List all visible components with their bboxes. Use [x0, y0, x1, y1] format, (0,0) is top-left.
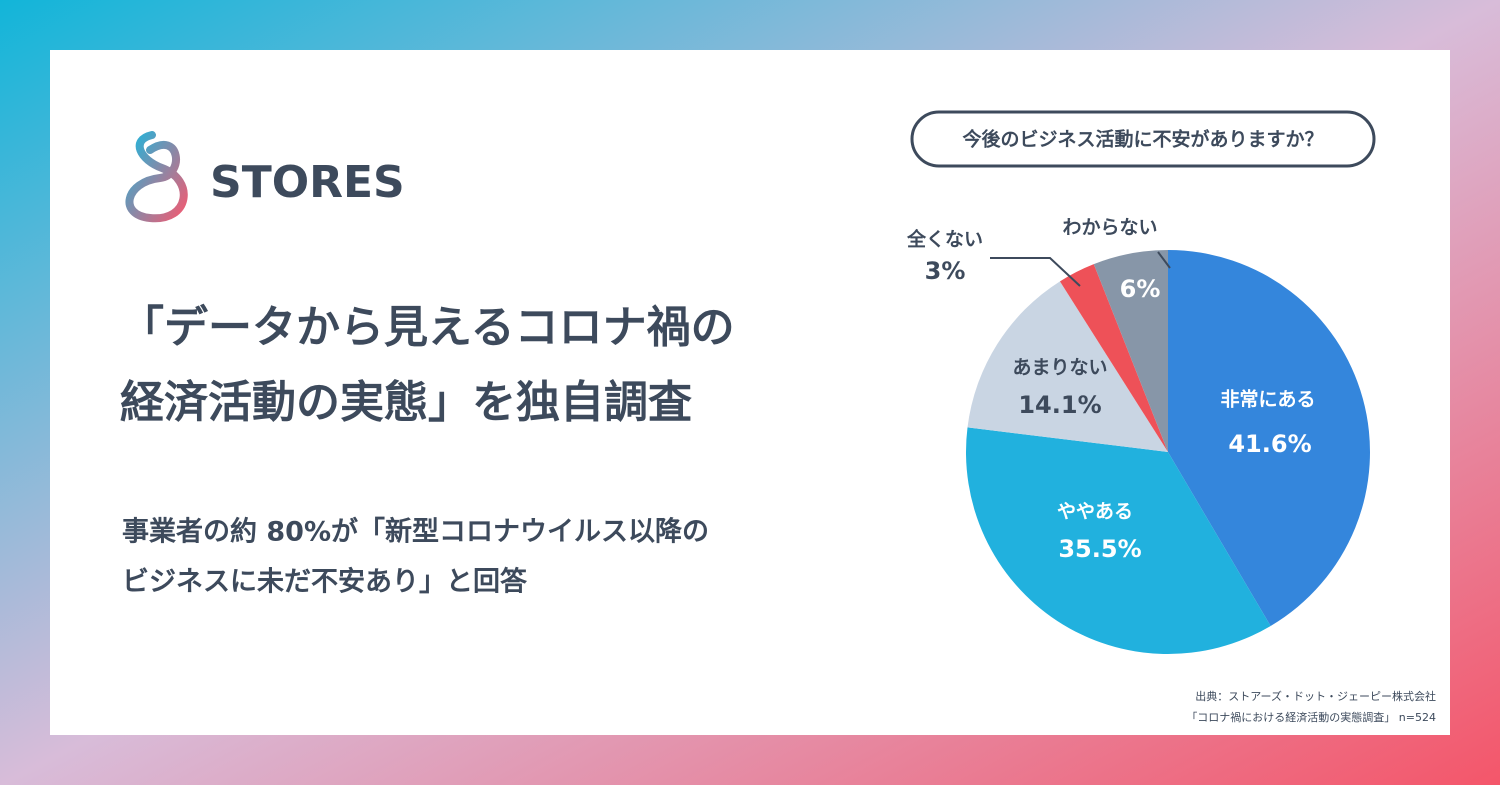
source: 「コロナ禍における経済活動の実態調査」 n=524	[1186, 710, 1436, 724]
source: 出典：ストアーズ・ドット・ジェーピー株式会社	[1195, 689, 1436, 703]
value-label: 14.1%	[1018, 391, 1101, 419]
logo-text: STORES	[210, 157, 405, 208]
subtext: ビジネスに未だ不安あり」と回答	[122, 566, 528, 598]
slice-label: 非常にある	[1220, 388, 1315, 411]
headline: 経済活動の実態」を独自調査	[120, 377, 692, 428]
value-label: 41.6%	[1228, 430, 1311, 458]
pie-slice	[965, 427, 1271, 655]
title-box	[910, 110, 1376, 168]
leader-line	[1157, 251, 1171, 269]
leader-line	[990, 257, 1081, 287]
chart-title: 今後のビジネス活動に不安がありますか？	[961, 128, 1323, 151]
subtext: 事業者の約 80%が「新型コロナウイルス以降の	[122, 516, 709, 548]
pie-slice	[1093, 250, 1168, 452]
slice-label: あまりない	[1012, 357, 1107, 379]
value-label: 3%	[925, 257, 966, 285]
pie-slice	[1059, 264, 1168, 452]
slice-label: 全くない	[906, 228, 983, 251]
logo-mark	[125, 131, 188, 223]
pie-slice	[967, 281, 1168, 452]
value-label: 6%	[1120, 275, 1161, 303]
pie-slice	[1168, 250, 1370, 626]
slice-label: ややある	[1057, 501, 1133, 523]
value-label: 35.5%	[1058, 535, 1141, 563]
slice-label: わからない	[1062, 217, 1157, 239]
headline: 「データから見えるコロナ禍の	[120, 302, 735, 353]
